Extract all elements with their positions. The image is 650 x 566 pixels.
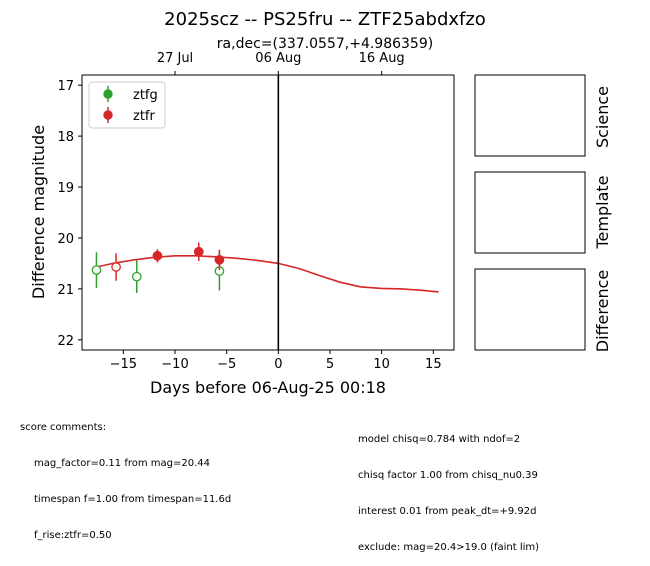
- x-tick-label: 5: [326, 357, 334, 372]
- point-marker: [214, 255, 225, 265]
- template-label: Template: [593, 175, 612, 249]
- point-marker: [111, 262, 121, 272]
- top-tick-label: 06 Aug: [255, 51, 301, 66]
- y-tick-label: 22: [57, 334, 74, 349]
- legend-marker: [103, 110, 113, 120]
- model-comment-line: chisq factor 1.00 from chisq_nu0.39: [358, 470, 538, 481]
- x-axis-label: Days before 06-Aug-25 00:18: [150, 378, 386, 397]
- y-tick-label: 21: [57, 283, 74, 298]
- data-points: [91, 242, 225, 293]
- score-comment-line: timespan f=1.00 from timespan=11.6d: [34, 494, 232, 505]
- x-tick-label: 0: [274, 357, 282, 372]
- point-marker: [152, 250, 163, 261]
- x-tick-label: −10: [161, 357, 188, 372]
- model-comments: model chisq=0.784 with ndof=2 chisq fact…: [358, 410, 539, 566]
- legend-marker: [103, 89, 113, 99]
- y-tick-label: 19: [57, 181, 74, 196]
- y-tick-label: 20: [57, 232, 74, 247]
- science-panel: [474, 74, 586, 157]
- y-tick-label: 17: [57, 79, 74, 94]
- model-comment-line: exclude: mag=20.4>19.0 (faint lim): [358, 542, 540, 553]
- x-axis-ticks: −15 −10 −5 0 5 10 15: [110, 350, 442, 372]
- legend: ztfg ztfr: [88, 81, 166, 129]
- top-tick-label: 16 Aug: [359, 51, 405, 66]
- y-axis-label: Difference magnitude: [29, 125, 48, 299]
- x-tick-label: −15: [110, 357, 137, 372]
- top-tick-label: 27 Jul: [157, 51, 193, 66]
- score-comment-line: mag_factor=0.11 from mag=20.44: [34, 458, 211, 469]
- difference-panel: [474, 268, 586, 351]
- legend-entry-ztfg: ztfg: [103, 86, 158, 103]
- data-point-ztfg: [91, 252, 102, 288]
- legend-label: ztfr: [133, 109, 155, 124]
- chart-title: 2025scz -- PS25fru -- ZTF25abdxfzo: [164, 9, 486, 30]
- data-point-ztfr: [193, 242, 204, 261]
- score-comments: score comments: mag_factor=0.11 from mag…: [20, 398, 231, 554]
- score-comments-header: score comments:: [20, 422, 107, 433]
- x-tick-label: 10: [373, 357, 390, 372]
- point-marker: [193, 246, 204, 257]
- point-marker: [91, 265, 102, 275]
- point-marker: [131, 271, 142, 282]
- model-comment-line: interest 0.01 from peak_dt=+9.92d: [358, 506, 537, 517]
- y-axis-ticks: 17 18 19 20 21 22: [57, 79, 82, 349]
- template-panel: [474, 171, 586, 254]
- legend-label: ztfg: [133, 88, 158, 103]
- data-point-ztfr: [111, 253, 121, 281]
- top-date-axis: 27 Jul 06 Aug 16 Aug: [157, 51, 405, 75]
- data-point-ztfg: [131, 260, 142, 293]
- model-comment-line: model chisq=0.784 with ndof=2: [358, 434, 521, 445]
- model-curve-line: [94, 255, 439, 293]
- cutout-panels: Science Template Difference: [474, 74, 612, 352]
- data-point-ztfr: [152, 249, 163, 263]
- chart-subtitle: ra,dec=(337.0557,+4.986359): [217, 36, 433, 52]
- x-tick-label: −5: [217, 357, 236, 372]
- score-comment-line: f_rise:ztfr=0.50: [34, 530, 112, 541]
- science-label: Science: [593, 86, 612, 148]
- figure: 2025scz -- PS25fru -- ZTF25abdxfzo ra,de…: [29, 9, 612, 397]
- y-tick-label: 18: [57, 130, 74, 145]
- model-curve: [94, 255, 439, 293]
- light-curve-plot: −15 −10 −5 0 5 10 15 17 18 19 20 21 22 27 Jul 06 Aug…: [57, 51, 455, 372]
- data-point-ztfr: [214, 249, 225, 271]
- legend-entry-ztfr: ztfr: [103, 107, 155, 124]
- x-tick-label: 15: [425, 357, 442, 372]
- difference-label: Difference: [593, 270, 612, 352]
